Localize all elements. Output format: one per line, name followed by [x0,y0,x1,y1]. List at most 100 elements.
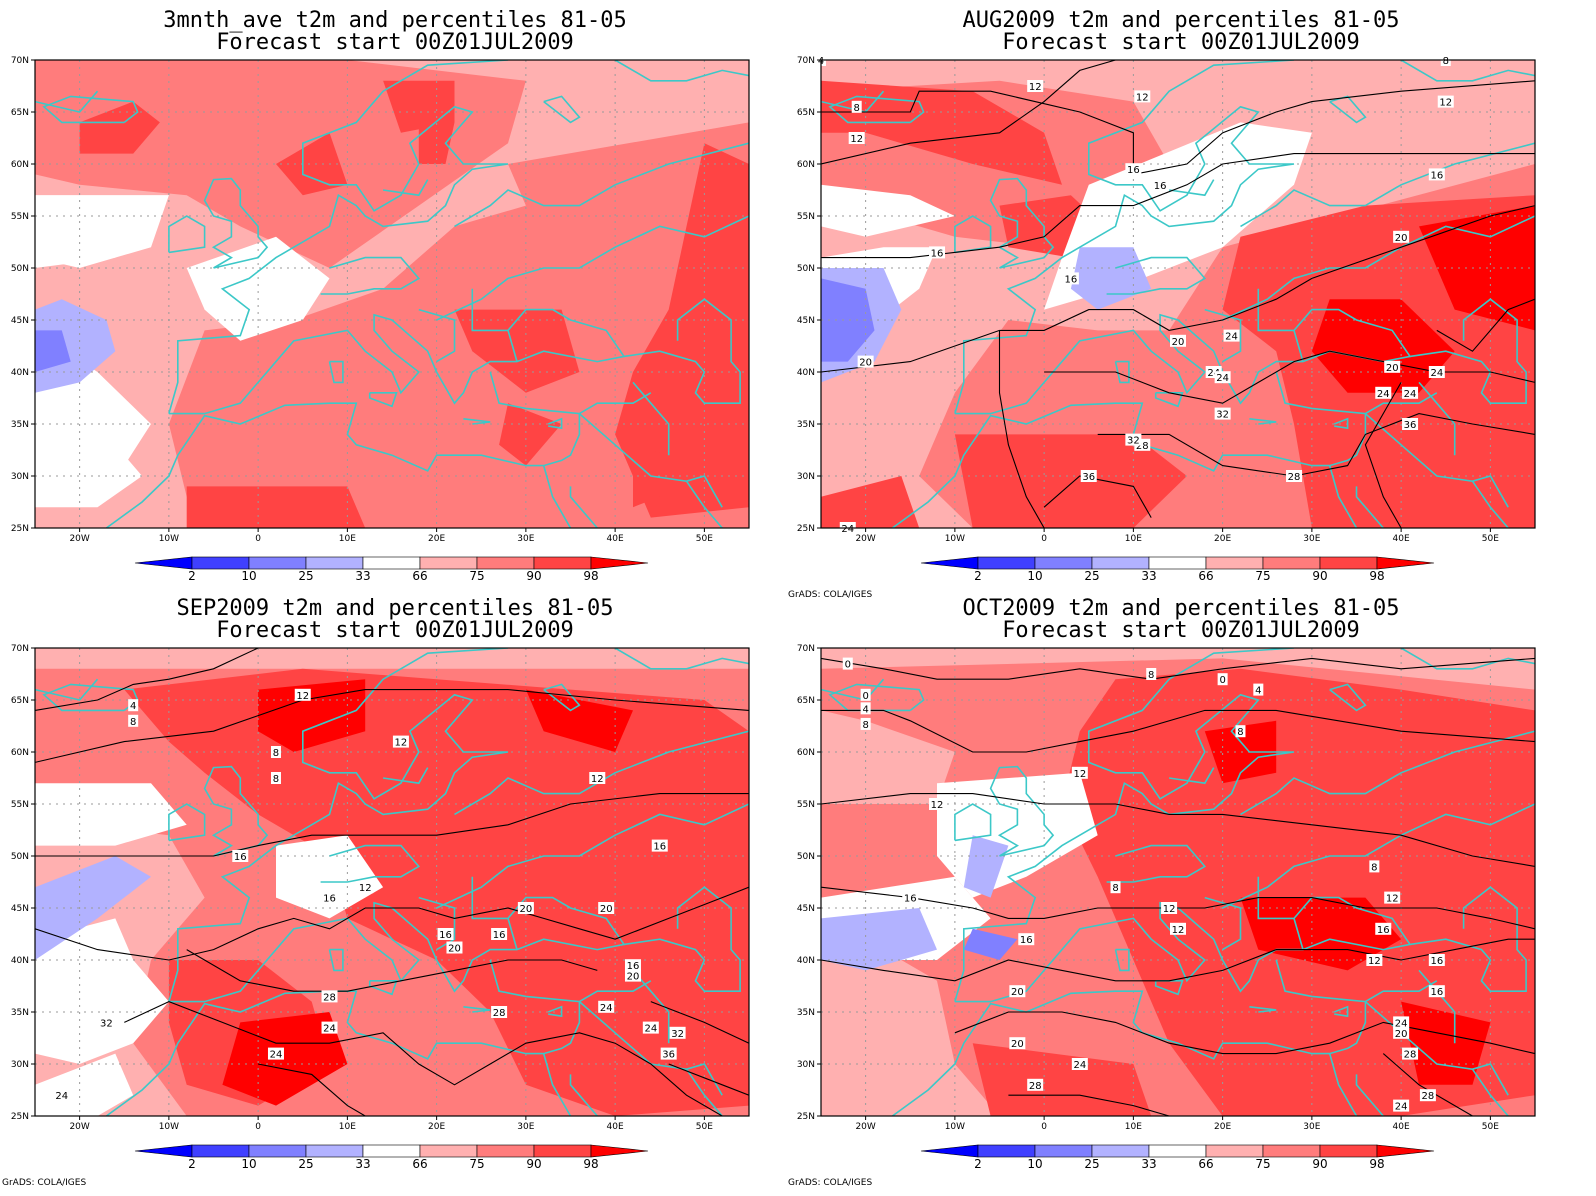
contour-label-text: 4 [1255,686,1261,697]
contour-label-bg [598,1000,615,1013]
contour-label: 24 [1375,386,1392,400]
temperature-contours [821,657,1535,1116]
contour-label: 16 [1125,163,1142,176]
colorbar-label: 25 [1084,1157,1099,1171]
colorbar: 2 10 25 33 66 75 90 98 [920,556,1435,583]
contour-label-text: 28 [1029,1081,1042,1092]
lon-tick-label: 10E [339,534,356,544]
contour-label-bg [1134,90,1151,103]
contour-label-text: 12 [1163,904,1176,915]
contour-label-bg [1384,891,1401,904]
percentile-field [821,648,1535,1116]
contour-label: 8 [1235,725,1246,738]
contour-label-text: 8 [273,774,279,785]
contour-label: 20 [1393,1026,1410,1040]
colorbar-label: 66 [412,1157,427,1171]
lat-tick-label: 30N [11,472,29,482]
contour-label-text: 32 [1127,436,1140,447]
colorbar-segment [305,1144,364,1158]
lat-tick-label: 30N [797,472,815,482]
grads-credit: GrADS: COLA/IGES [788,1178,873,1188]
contour-label: 16 [321,891,338,905]
contour-label: 12 [1071,766,1088,780]
contour-label: 8 [860,717,871,731]
contour-label-bg [1080,470,1097,482]
contour-label: 16 [1152,178,1169,192]
colorbar-segment [362,1144,421,1158]
lat-tick-label: 30N [797,1060,815,1070]
coastline [614,648,749,670]
coastline [35,90,99,113]
contour-label-text: 16 [627,961,640,972]
contour-line [821,709,1535,753]
contour-label-bg [851,100,862,113]
contour-label: 8 [851,100,862,114]
contour-label: 24 [321,1021,338,1035]
colorbar-label: 2 [188,1157,196,1171]
colorbar-label: 90 [526,1157,541,1171]
panel-oct2009: OCT2009 t2m and percentiles 81-05 Foreca… [786,588,1576,1188]
contour-label-bg [1286,470,1303,482]
contour-label-bg [270,746,281,758]
contour-label-text: 20 [627,972,640,983]
percentile-band [499,403,562,466]
colorbar-label: 90 [1312,1157,1327,1171]
lat-tick-label: 40N [797,956,815,966]
coastline [954,803,992,842]
colorbar-segment [248,556,307,570]
panel-subtitle: Forecast start 00Z01JUL2009 [1002,30,1360,55]
coastline [1240,142,1535,228]
contour-label-text: 12 [1073,769,1086,780]
contour-label-bg [598,902,615,914]
percentile-band [963,835,1009,898]
contour-label-bg [321,990,338,1003]
contour-label-text: 20 [1395,1029,1408,1040]
colorbar-label: 66 [1198,1157,1213,1171]
contour-line [1097,413,1535,477]
contour-line [186,949,598,992]
colorbar-segment [362,556,421,570]
lat-tick-label: 70N [797,56,815,66]
lat-tick-label: 35N [11,420,29,430]
lon-tick-label: 30E [517,534,534,544]
contour-label: 24 [1393,1016,1410,1029]
contour-label-bg [517,902,534,914]
contour-label: 20 [1393,230,1410,244]
colorbar-label: 98 [583,569,598,583]
contour-label-bg [270,772,281,784]
percentile-band [222,1012,348,1106]
coastline [368,392,398,408]
contour-label: 16 [1375,922,1392,936]
contour-label-text: 36 [1082,472,1095,483]
contour-label-text: 8 [1148,670,1154,681]
contour-label: 32 [98,1016,115,1029]
contour-label-text: 16 [653,842,666,853]
contour-label-text: 8 [862,720,868,731]
contour-label-bg [1428,985,1445,998]
contour-label-bg [1009,985,1026,998]
colorbar-segment [920,556,979,570]
contour-line [35,689,749,763]
lon-tick-label: 20W [855,1122,875,1132]
contour-label-bg [857,355,874,368]
lat-tick-label: 40N [11,368,29,378]
contour-label-bg [860,702,871,715]
coastline [1204,308,1242,363]
lon-tick-label: 50E [1482,1122,1499,1132]
contour-label: 8 [1369,860,1380,873]
colorbar-segment [476,1144,535,1158]
percentile-band [821,80,1062,185]
contour-line [1044,350,1535,404]
colorbar-label: 25 [298,1157,313,1171]
lat-tick-label: 35N [797,420,815,430]
contour-label: 32 [1125,433,1142,447]
panel-aug2009: AUG2009 t2m and percentiles 81-05 Foreca… [786,0,1576,600]
lat-tick-label: 35N [11,1008,29,1018]
contour-label-bg [842,657,853,670]
contour-label: 16 [1018,933,1035,946]
coastline [954,215,992,254]
contour-label-text: 24 [55,1091,68,1102]
contour-label: 20 [1009,1037,1026,1050]
coastline [547,1005,563,1018]
contour-label-bg [1125,433,1142,446]
